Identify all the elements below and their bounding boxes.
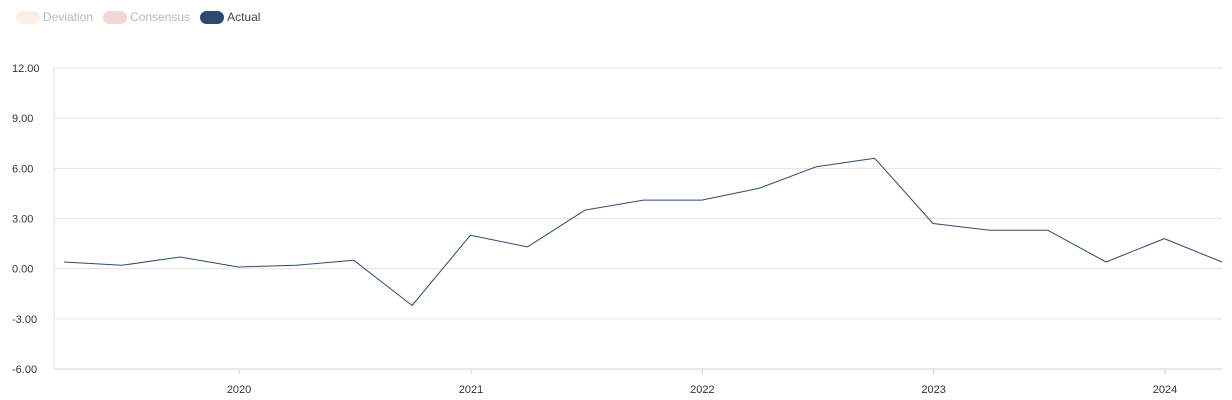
x-tick-label: 2020 xyxy=(227,384,251,396)
x-tick-label: 2024 xyxy=(1153,384,1177,396)
legend-swatch-deviation xyxy=(16,10,40,24)
chart-legend: Deviation Consensus Actual xyxy=(16,10,260,24)
y-tick-label: 9.00 xyxy=(12,113,33,125)
x-tick-label: 2022 xyxy=(690,384,714,396)
legend-swatch-actual xyxy=(200,10,225,24)
x-tick-label: 2023 xyxy=(921,384,945,396)
y-tick-label: 0.00 xyxy=(12,264,33,276)
legend-item-actual[interactable]: Actual xyxy=(200,10,260,24)
legend-label: Actual xyxy=(227,10,261,24)
legend-label: Consensus xyxy=(130,10,191,24)
y-tick-label: 12.00 xyxy=(12,63,40,75)
legend-swatch-consensus xyxy=(103,10,128,24)
y-tick-label: -3.00 xyxy=(12,314,37,326)
y-tick-label: 6.00 xyxy=(12,163,33,175)
y-tick-label: -6.00 xyxy=(12,364,37,376)
series-line-actual xyxy=(64,157,1223,306)
y-tick-label: 3.00 xyxy=(12,214,33,226)
x-tick-label: 2021 xyxy=(459,384,483,396)
legend-label: Deviation xyxy=(43,10,94,24)
legend-item-deviation[interactable]: Deviation xyxy=(16,10,93,24)
legend-item-consensus[interactable]: Consensus xyxy=(103,10,190,24)
